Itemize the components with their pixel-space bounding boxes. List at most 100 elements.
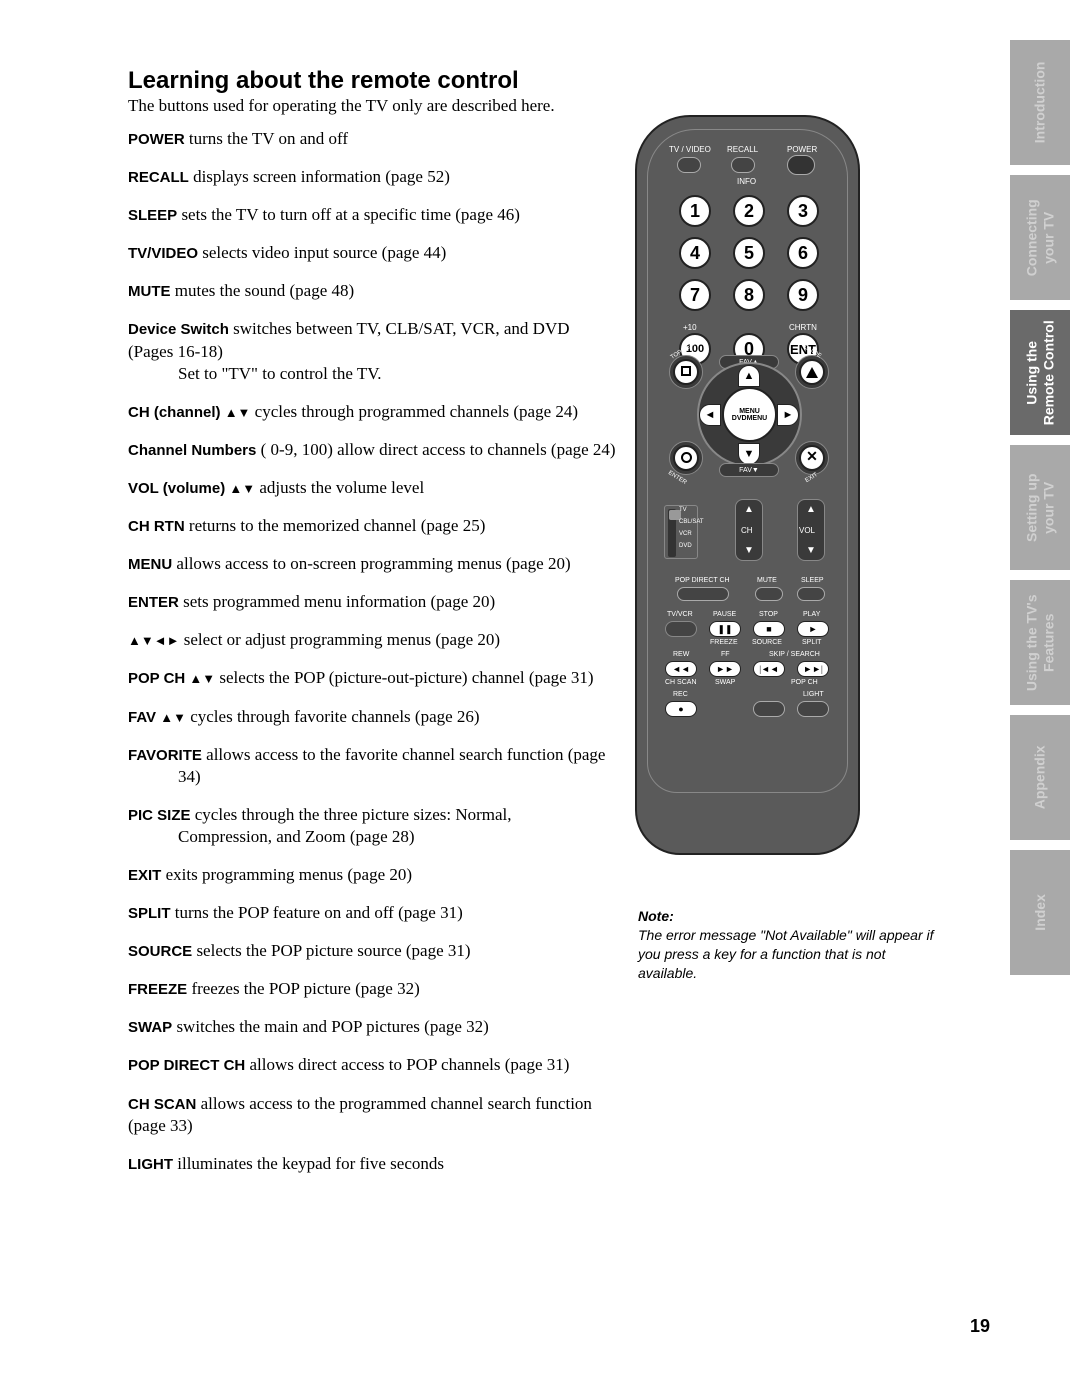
note-text: The error message "Not Available" will a… <box>638 926 938 983</box>
button-description-item: SPLIT turns the POP feature on and off (… <box>128 902 618 924</box>
btn-skipfwd: ►►| <box>797 661 829 677</box>
note-title: Note: <box>638 908 938 924</box>
button-description-item: ▲▼◄► select or adjust programming menus … <box>128 629 618 651</box>
button-description-item: CH (channel) ▲▼ cycles through programme… <box>128 401 618 423</box>
button-description-item: CH RTN returns to the memorized channel … <box>128 515 618 537</box>
button-description-item: ENTER sets programmed menu information (… <box>128 591 618 613</box>
btn-recall <box>731 157 755 173</box>
note-block: Note: The error message "Not Available" … <box>638 908 938 983</box>
side-tab: Connectingyour TV <box>1010 175 1070 300</box>
label-skip: SKIP / SEARCH <box>769 651 820 658</box>
label-tvvideo: TV / VIDEO <box>669 145 711 154</box>
label-sleep: SLEEP <box>801 577 824 584</box>
label-power: POWER <box>787 145 817 154</box>
dpad-up: ▲ <box>738 365 760 387</box>
num-btn-8: 8 <box>733 279 765 311</box>
label-stop: STOP <box>759 611 778 618</box>
button-description-item: PIC SIZE cycles through the three pictur… <box>128 804 618 848</box>
side-tab: Using the TV'sFeatures <box>1010 580 1070 705</box>
num-btn-1: 1 <box>679 195 711 227</box>
label-recall: RECALL <box>727 145 758 154</box>
btn-stop: ■ <box>753 621 785 637</box>
label-rec: REC <box>673 691 688 698</box>
label-split: SPLIT <box>802 639 821 646</box>
label-dvdmenu: DVDMENU <box>732 415 767 422</box>
num-btn-6: 6 <box>787 237 819 269</box>
switch-tv: TV <box>679 507 687 513</box>
button-description-item: Channel Numbers ( 0-9, 100) allow direct… <box>128 439 618 461</box>
page-title: Learning about the remote control <box>128 67 519 95</box>
button-description-item: CH SCAN allows access to the programmed … <box>128 1093 618 1137</box>
label-chrtn: CHRTN <box>789 323 817 332</box>
remote-control-diagram: TV / VIDEO RECALL POWER INFO 12345678910… <box>635 115 860 855</box>
btn-power <box>787 155 815 175</box>
label-light: LIGHT <box>803 691 824 698</box>
label-popdirect: POP DIRECT CH <box>675 577 730 584</box>
label-freeze: FREEZE <box>710 639 738 646</box>
num-btn-4: 4 <box>679 237 711 269</box>
button-description-item: Device Switch switches between TV, CLB/S… <box>128 318 618 384</box>
button-description-item: SWAP switches the main and POP pictures … <box>128 1016 618 1038</box>
label-vol: VOL <box>799 526 815 535</box>
dpad-down: ▼ <box>738 443 760 465</box>
switch-cbl: CBL/SAT <box>679 519 704 525</box>
label-popch: POP CH <box>791 679 818 686</box>
label-mute: MUTE <box>757 577 777 584</box>
btn-popdirect <box>677 587 729 601</box>
label-menu: MENU <box>739 408 760 415</box>
button-description-item: FAV ▲▼ cycles through favorite channels … <box>128 706 618 728</box>
btn-light <box>797 701 829 717</box>
button-description-item: LIGHT illuminates the keypad for five se… <box>128 1153 618 1175</box>
dpad-center: MENU DVDMENU <box>722 387 777 442</box>
btn-rec: ● <box>665 701 697 717</box>
button-description-item: FAVORITE allows access to the favorite c… <box>128 744 618 788</box>
label-info: INFO <box>737 177 756 186</box>
num-btn-3: 3 <box>787 195 819 227</box>
label-tvvcr: TV/VCR <box>667 611 693 618</box>
label-source: SOURCE <box>752 639 782 646</box>
side-tab: Setting upyour TV <box>1010 445 1070 570</box>
num-btn-5: 5 <box>733 237 765 269</box>
button-description-item: FREEZE freezes the POP picture (page 32) <box>128 978 618 1000</box>
side-tabs: Introduction Connectingyour TV Using theRe… <box>1010 40 1070 985</box>
label-play: PLAY <box>803 611 820 618</box>
label-pause: PAUSE <box>713 611 736 618</box>
button-description-item: RECALL displays screen information (page… <box>128 166 618 188</box>
label-chscan: CH SCAN <box>665 679 697 686</box>
btn-ff: ►► <box>709 661 741 677</box>
label-swap: SWAP <box>715 679 735 686</box>
side-tab: Introduction <box>1010 40 1070 165</box>
btn-mute <box>755 587 783 601</box>
shape-square <box>673 359 699 385</box>
intro-text: The buttons used for operating the TV on… <box>128 96 555 116</box>
btn-pause: ❚❚ <box>709 621 741 637</box>
side-tab: Appendix <box>1010 715 1070 840</box>
page-number: 19 <box>970 1316 990 1337</box>
btn-fav-down: FAV▼ <box>719 463 779 477</box>
shape-x: ✕ <box>799 445 825 471</box>
button-description-item: POWER turns the TV on and off <box>128 128 618 150</box>
shape-circle <box>673 445 699 471</box>
button-description-item: VOL (volume) ▲▼ adjusts the volume level <box>128 477 618 499</box>
num-btn-7: 7 <box>679 279 711 311</box>
button-description-item: POP DIRECT CH allows direct access to PO… <box>128 1054 618 1076</box>
button-description-item: POP CH ▲▼ selects the POP (picture-out-p… <box>128 667 618 689</box>
side-tab: Index <box>1010 850 1070 975</box>
button-description-item: EXIT exits programming menus (page 20) <box>128 864 618 886</box>
side-tab: Using theRemote Control <box>1010 310 1070 435</box>
btn-tvvcr <box>665 621 697 637</box>
switch-vcr: VCR <box>679 531 692 537</box>
btn-popch-up <box>753 701 785 717</box>
btn-sleep <box>797 587 825 601</box>
button-description-item: MUTE mutes the sound (page 48) <box>128 280 618 302</box>
num-btn-9: 9 <box>787 279 819 311</box>
btn-rew: ◄◄ <box>665 661 697 677</box>
label-ch: CH <box>741 526 753 535</box>
num-btn-2: 2 <box>733 195 765 227</box>
button-description-item: SLEEP sets the TV to turn off at a speci… <box>128 204 618 226</box>
label-ff: FF <box>721 651 730 658</box>
button-descriptions: POWER turns the TV on and off RECALL disp… <box>128 128 618 1191</box>
button-description-item: MENU allows access to on-screen programm… <box>128 553 618 575</box>
button-description-item: TV/VIDEO selects video input source (pag… <box>128 242 618 264</box>
label-rew: REW <box>673 651 689 658</box>
